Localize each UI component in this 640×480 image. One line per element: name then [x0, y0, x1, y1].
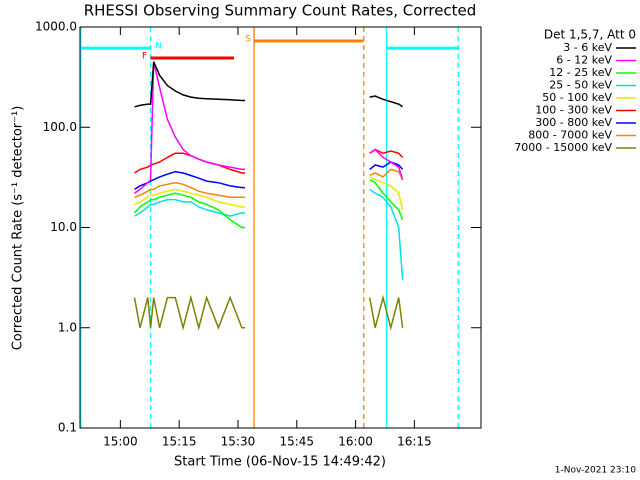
flag-label: S: [245, 35, 251, 45]
y-tick-label: 0.1: [58, 421, 77, 435]
legend-label: 3 - 6 keV: [563, 41, 612, 54]
x-axis-label: Start Time (06-Nov-15 14:49:42): [174, 455, 386, 470]
legend-label: 300 - 800 keV: [535, 116, 612, 129]
flag-label: F: [142, 52, 147, 62]
legend-label: 6 - 12 keV: [556, 54, 612, 67]
series-line: [134, 168, 404, 199]
x-tick-label: 15:00: [103, 435, 138, 449]
flag-label: N: [155, 42, 162, 52]
y-tick-label: 1000.0: [35, 20, 77, 34]
legend-label: 800 - 7000 keV: [528, 129, 612, 142]
x-tick-label: 16:00: [338, 435, 373, 449]
legend-label: 50 - 100 keV: [542, 91, 612, 104]
y-axis-label: Corrected Count Rate (s⁻¹ detector⁻¹): [11, 106, 26, 351]
legend-label: 25 - 50 keV: [549, 79, 612, 92]
series-line: [133, 294, 404, 331]
legend-label: 100 - 300 keV: [535, 104, 612, 117]
footer: 1-Nov-2021 23:10: [555, 466, 637, 476]
legend-label: 7000 - 15000 keV: [514, 141, 612, 154]
x-tick-label: 15:15: [162, 435, 197, 449]
y-tick-label: 10.0: [50, 220, 77, 234]
x-tick-label: 16:15: [397, 435, 432, 449]
series-line: [134, 176, 404, 210]
x-tick-label: 15:45: [279, 435, 314, 449]
series-line: [133, 179, 404, 229]
legend-title: Det 1,5,7, Att 0: [544, 28, 636, 42]
series-line: [134, 61, 404, 194]
x-tick-label: 15:30: [221, 435, 256, 449]
y-tick-label: 1.0: [58, 320, 77, 334]
y-tick-label: 100.0: [43, 120, 77, 134]
legend-label: 12 - 25 keV: [549, 66, 612, 79]
series-line: [134, 61, 404, 108]
chart-title: RHESSI Observing Summary Count Rates, Co…: [84, 2, 477, 20]
